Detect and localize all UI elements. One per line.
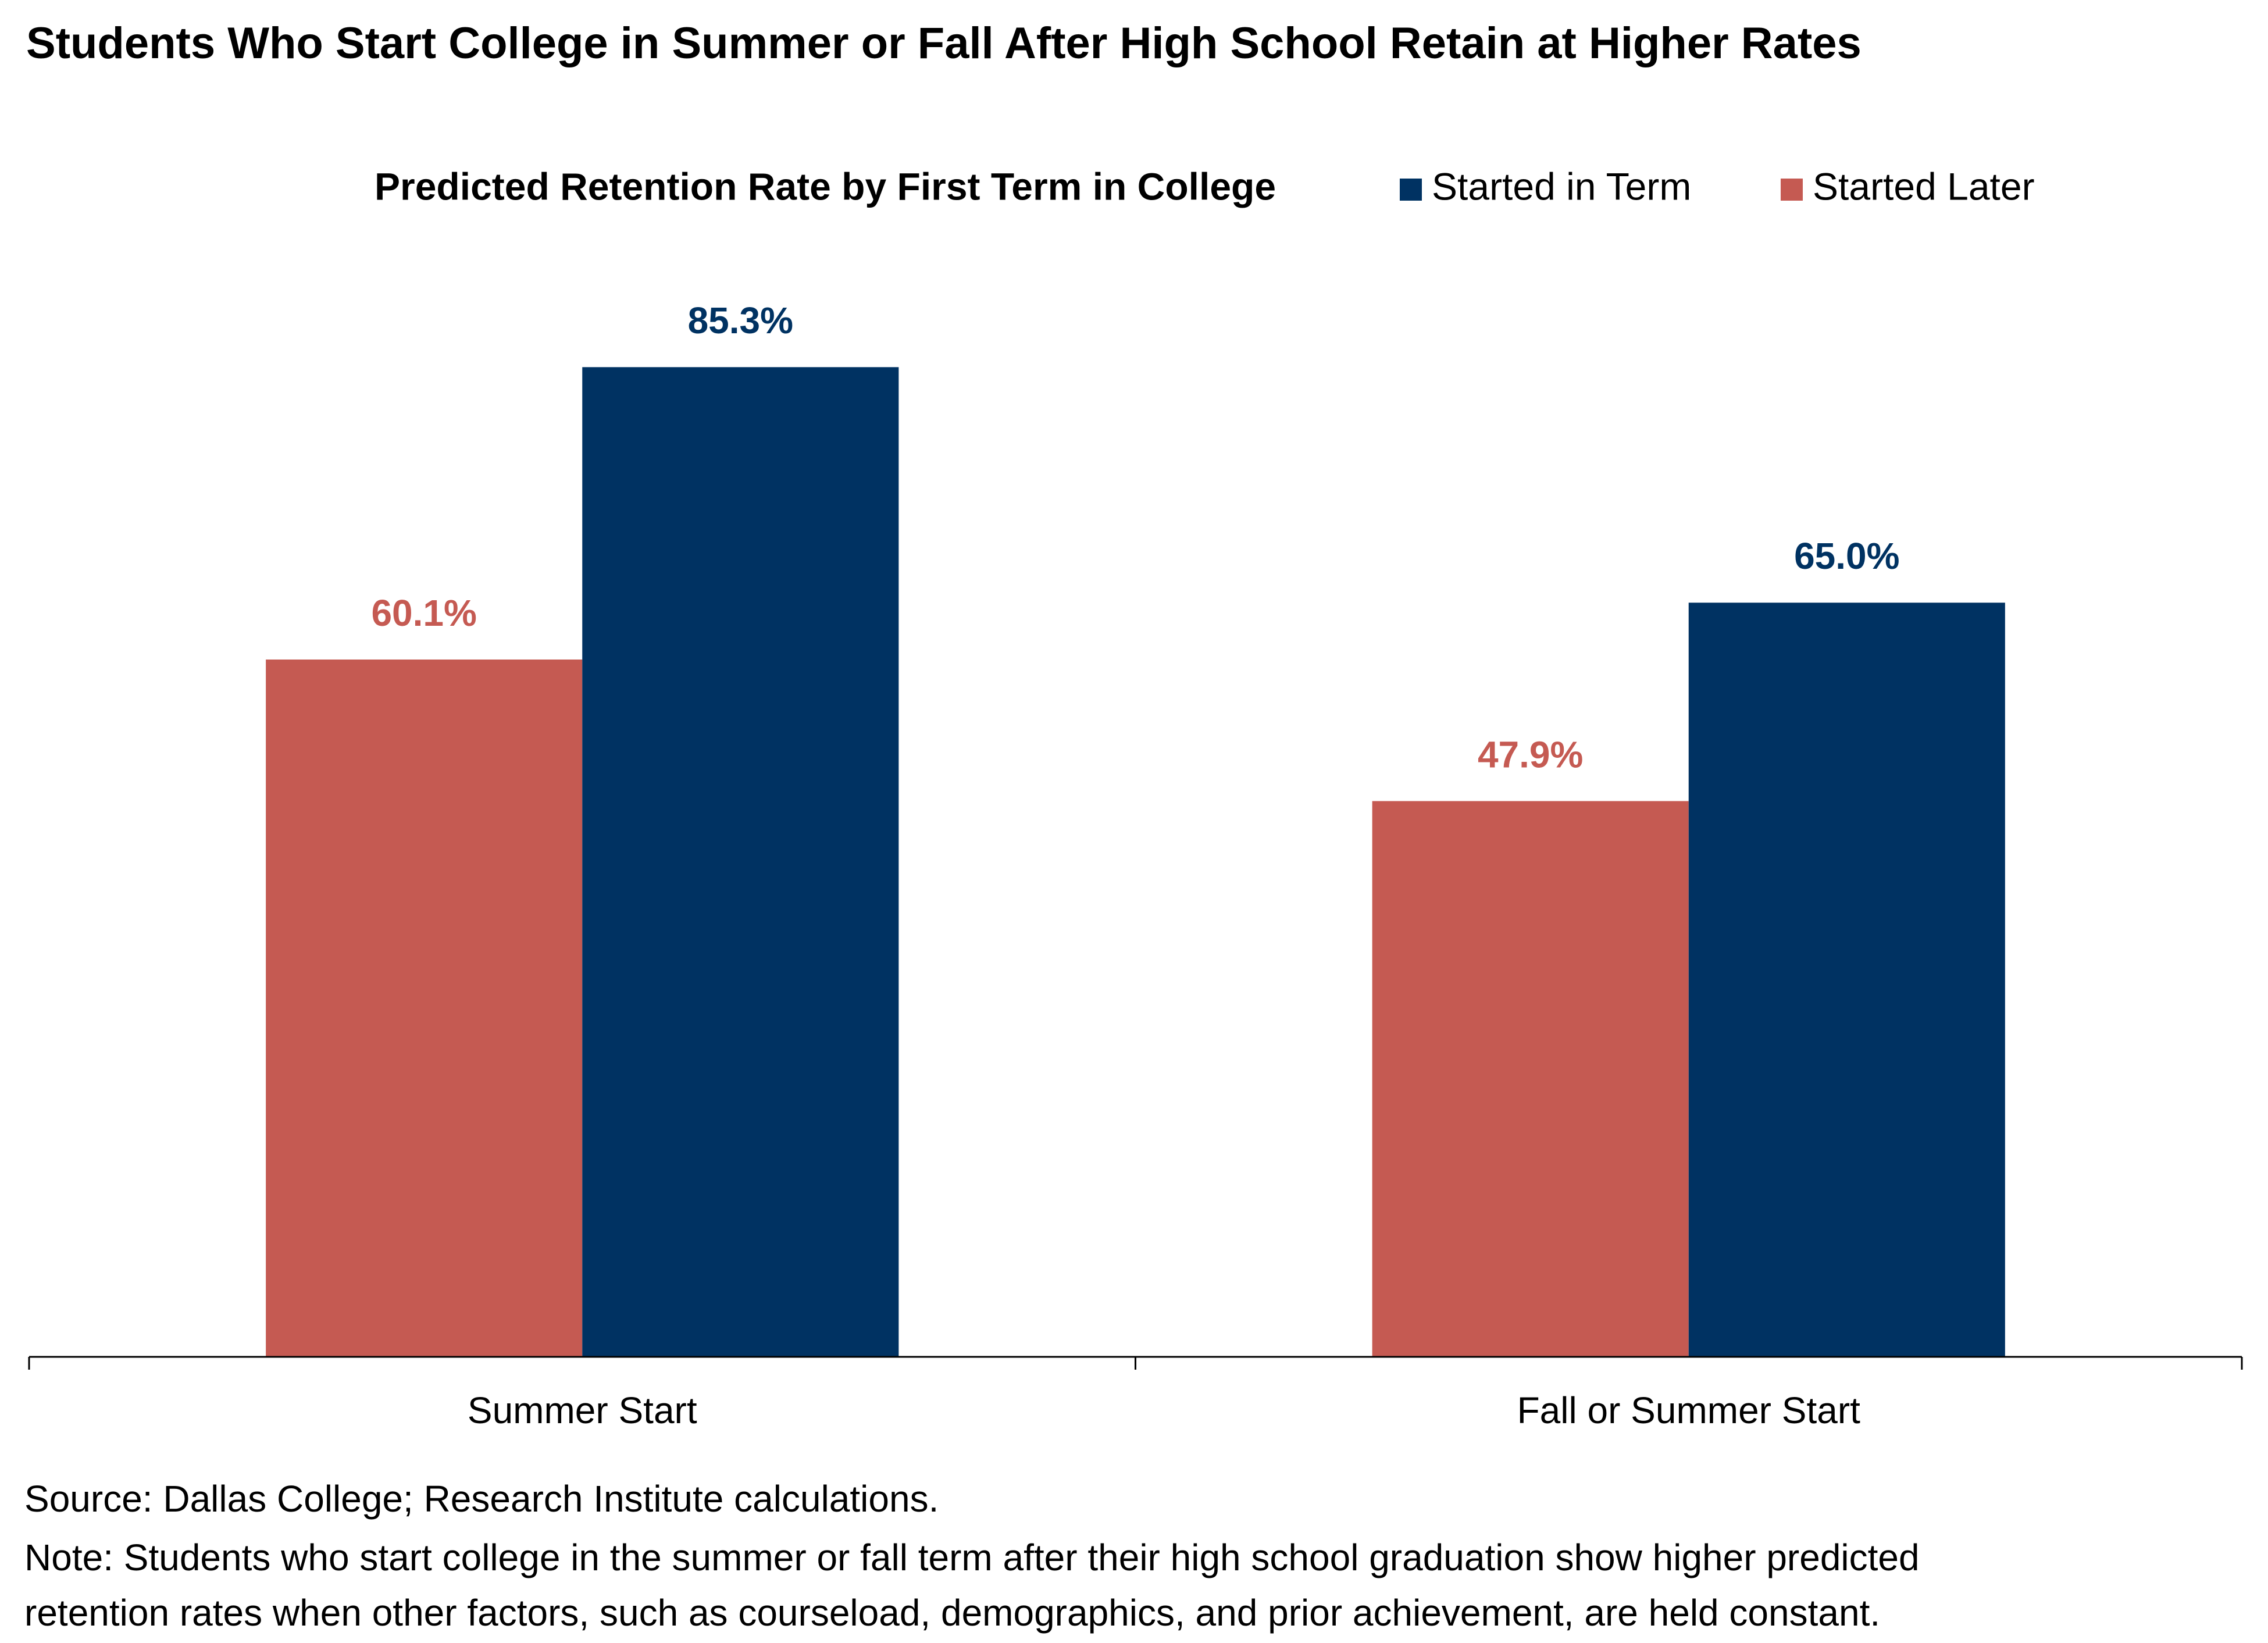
legend-label: Started Later	[1813, 165, 2035, 208]
data-label: 47.9%	[1478, 733, 1583, 775]
data-label: 65.0%	[1794, 535, 1899, 577]
chart-title: Students Who Start College in Summer or …	[26, 19, 1862, 68]
note: Note: Students who start college in the …	[24, 1537, 1920, 1578]
legend-swatch	[1781, 179, 1803, 201]
bar	[1688, 603, 2005, 1357]
note: retention rates when other factors, such…	[24, 1592, 1880, 1634]
x-tick-label: Summer Start	[468, 1389, 697, 1431]
legend-swatch	[1400, 179, 1422, 201]
data-label: 85.3%	[688, 300, 793, 341]
data-label: 60.1%	[371, 592, 476, 634]
source: Source: Dallas College; Research Institu…	[24, 1478, 939, 1520]
chart-subtitle: Predicted Retention Rate by First Term i…	[375, 165, 1276, 208]
bar	[582, 367, 899, 1357]
bar	[1372, 801, 1689, 1357]
x-tick-label: Fall or Summer Start	[1517, 1389, 1861, 1431]
legend-label: Started in Term	[1432, 165, 1691, 208]
bar	[266, 660, 583, 1357]
